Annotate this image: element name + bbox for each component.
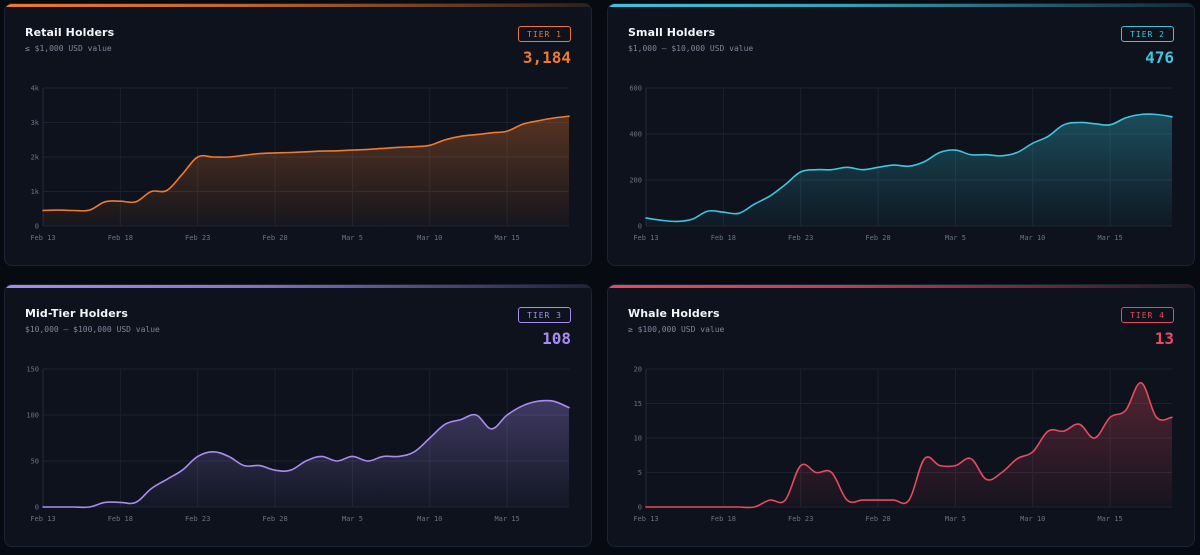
- x-tick-label: Mar 10: [1020, 234, 1045, 242]
- x-tick-label: Feb 13: [633, 515, 658, 523]
- x-tick-label: Mar 15: [494, 234, 519, 242]
- card-subtitle: $1,000 – $10,000 USD value: [628, 44, 754, 53]
- y-tick-label: 10: [634, 435, 642, 443]
- y-tick-label: 0: [638, 504, 642, 512]
- whale-holders-card: Whale Holders ≥ $100,000 USD value TIER …: [607, 284, 1195, 547]
- x-tick-label: Feb 23: [788, 515, 813, 523]
- x-tick-label: Mar 15: [494, 515, 519, 523]
- x-tick-label: Feb 28: [262, 515, 287, 523]
- x-tick-label: Feb 13: [30, 234, 55, 242]
- mid-tier-holders-chart: 0 50 100 150 Feb 13 Feb 18 Feb 23 Feb 28 Mar 5 Ma…: [26, 366, 570, 523]
- x-tick-label: Feb 28: [865, 234, 890, 242]
- x-tick-label: Feb 23: [185, 234, 210, 242]
- x-tick-label: Feb 23: [185, 515, 210, 523]
- x-tick-label: Mar 10: [417, 234, 442, 242]
- series-line: [645, 113, 1173, 223]
- card-accent-line: [5, 4, 591, 7]
- tier-badge: TIER 1: [518, 26, 571, 42]
- x-tick-label: Mar 5: [945, 515, 966, 523]
- retail-holders-card: Retail Holders ≤ $1,000 USD value TIER 1…: [4, 3, 592, 266]
- x-tick-label: Feb 18: [108, 234, 133, 242]
- card-title: Whale Holders: [628, 307, 720, 320]
- series-area: [43, 400, 569, 508]
- y-tick-label: 50: [31, 458, 39, 466]
- retail-holders-chart: 0 1k 2k 3k 4k Feb 13 Feb 18 Feb 23 Feb 28 Mar 5 Ma…: [30, 85, 570, 242]
- y-tick-label: 150: [26, 366, 39, 374]
- holder-count: 476: [1145, 48, 1174, 67]
- card-subtitle: $10,000 – $100,000 USD value: [25, 325, 160, 334]
- holder-count: 3,184: [522, 48, 571, 67]
- series-area: [646, 114, 1172, 226]
- y-tick-label: 0: [638, 223, 642, 231]
- y-tick-label: 400: [629, 131, 642, 139]
- y-tick-label: 15: [634, 400, 642, 408]
- x-tick-label: Feb 18: [711, 234, 736, 242]
- y-tick-label: 100: [26, 412, 39, 420]
- x-tick-label: Mar 10: [1020, 515, 1045, 523]
- series-line: [42, 115, 570, 212]
- small-holders-card: Small Holders $1,000 – $10,000 USD value…: [607, 3, 1195, 266]
- card-title: Small Holders: [628, 26, 716, 39]
- tier-badge: TIER 2: [1121, 26, 1174, 42]
- card-subtitle: ≥ $100,000 USD value: [628, 325, 725, 334]
- x-tick-label: Mar 10: [417, 515, 442, 523]
- x-tick-label: Feb 23: [788, 234, 813, 242]
- x-tick-label: Feb 13: [633, 234, 658, 242]
- x-tick-label: Mar 15: [1097, 515, 1122, 523]
- y-tick-label: 3k: [31, 119, 40, 127]
- y-tick-label: 2k: [31, 154, 40, 162]
- y-tick-label: 20: [634, 366, 642, 374]
- y-tick-label: 5: [638, 469, 642, 477]
- x-tick-label: Mar 15: [1097, 234, 1122, 242]
- small-holders-chart: 0 200 400 600 Feb 13 Feb 18 Feb 23 Feb 28 Mar 5 M…: [629, 85, 1173, 242]
- y-tick-label: 600: [629, 85, 642, 93]
- x-tick-label: Feb 13: [30, 515, 55, 523]
- y-tick-label: 200: [629, 177, 642, 185]
- x-tick-label: Feb 18: [711, 515, 736, 523]
- mid-tier-holders-card: Mid-Tier Holders $10,000 – $100,000 USD …: [4, 284, 592, 547]
- tier-badge: TIER 4: [1121, 307, 1174, 323]
- card-title: Mid-Tier Holders: [25, 307, 128, 320]
- x-tick-label: Feb 28: [262, 234, 287, 242]
- x-tick-label: Feb 18: [108, 515, 133, 523]
- card-accent-line: [5, 285, 591, 288]
- x-tick-label: Mar 5: [342, 515, 363, 523]
- holder-count: 13: [1154, 329, 1174, 348]
- card-subtitle: ≤ $1,000 USD value: [25, 44, 112, 53]
- card-accent-line: [608, 4, 1194, 7]
- series-area: [646, 382, 1172, 508]
- x-tick-label: Mar 5: [342, 234, 363, 242]
- series-area: [43, 116, 569, 226]
- holder-count: 108: [542, 329, 571, 348]
- whale-holders-chart: 0 5 10 15 20 Feb 13 Feb 18 Feb 23 Feb 28 Mar 5 Mar…: [633, 366, 1173, 523]
- y-tick-label: 0: [35, 504, 39, 512]
- series-line: [645, 382, 1173, 509]
- series-line: [42, 399, 570, 509]
- card-title: Retail Holders: [25, 26, 115, 39]
- x-tick-label: Mar 5: [945, 234, 966, 242]
- card-accent-line: [608, 285, 1194, 288]
- y-tick-label: 1k: [31, 188, 40, 196]
- x-tick-label: Feb 28: [865, 515, 890, 523]
- y-tick-label: 0: [35, 223, 39, 231]
- y-tick-label: 4k: [31, 85, 40, 93]
- tier-badge: TIER 3: [518, 307, 571, 323]
